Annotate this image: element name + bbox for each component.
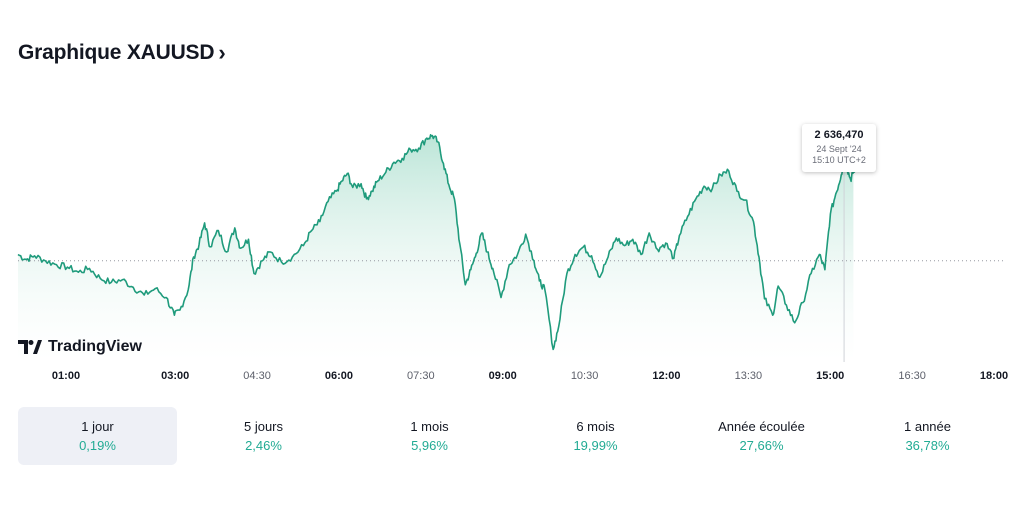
- period-change-value: 19,99%: [573, 438, 618, 453]
- period-option[interactable]: 6 mois 19,99%: [516, 407, 675, 465]
- x-tick-label: 12:00: [652, 370, 681, 382]
- x-tick-label: 06:00: [324, 370, 354, 382]
- period-change-value: 36,78%: [905, 438, 950, 453]
- chart-title-text: Graphique XAUUSD: [18, 41, 215, 64]
- period-option[interactable]: 1 année 36,78%: [848, 407, 1007, 465]
- period-selector: 1 jour 0,19% 5 jours 2,46% 1 mois 5,96% 6 mois…: [18, 407, 1014, 465]
- price-area-fill: [18, 134, 854, 362]
- period-label: 1 année: [904, 419, 951, 434]
- period-option[interactable]: 1 mois 5,96%: [350, 407, 509, 465]
- period-change-value: 5,96%: [411, 438, 448, 453]
- x-tick-label: 15:00: [816, 370, 845, 382]
- period-change-value: 27,66%: [739, 438, 784, 453]
- x-tick-label: 10:30: [570, 370, 599, 382]
- tooltip-price: 2 636,470: [814, 129, 864, 141]
- period-label: 6 mois: [576, 419, 615, 434]
- period-change-value: 2,46%: [245, 438, 282, 453]
- chevron-right-icon: ›: [218, 40, 226, 65]
- tooltip-time: 15:10 UTC+2: [812, 155, 866, 165]
- period-label: 1 jour: [81, 419, 114, 434]
- period-label: 5 jours: [243, 419, 284, 434]
- tradingview-logo-icon: [18, 340, 42, 354]
- period-label: 1 mois: [410, 419, 449, 434]
- period-change-value: 0,19%: [79, 438, 116, 453]
- x-tick-label: 07:30: [407, 370, 435, 382]
- x-tick-label: 09:00: [488, 370, 517, 382]
- tradingview-logo: TradingView: [18, 338, 142, 356]
- x-tick-label: 18:00: [979, 370, 1009, 382]
- period-option[interactable]: Année écoulée 27,66%: [682, 407, 841, 465]
- period-option[interactable]: 5 jours 2,46%: [184, 407, 343, 465]
- x-tick-label: 13:30: [734, 370, 763, 382]
- tooltip-date: 24 Sept '24: [816, 144, 862, 154]
- x-tick-label: 01:00: [51, 370, 81, 382]
- x-tick-label: 03:00: [161, 370, 190, 382]
- period-option[interactable]: 1 jour 0,19%: [18, 407, 177, 465]
- tradingview-logo-text: TradingView: [48, 338, 142, 355]
- price-line: [17, 134, 855, 351]
- price-chart[interactable]: [0, 0, 1024, 400]
- chart-title[interactable]: Graphique XAUUSD ›: [18, 40, 226, 66]
- x-tick-label: 04:30: [243, 370, 271, 382]
- price-tooltip: 2 636,470 24 Sept '24 15:10 UTC+2: [802, 124, 876, 172]
- period-label: Année écoulée: [718, 419, 805, 434]
- x-tick-label: 16:30: [898, 370, 926, 382]
